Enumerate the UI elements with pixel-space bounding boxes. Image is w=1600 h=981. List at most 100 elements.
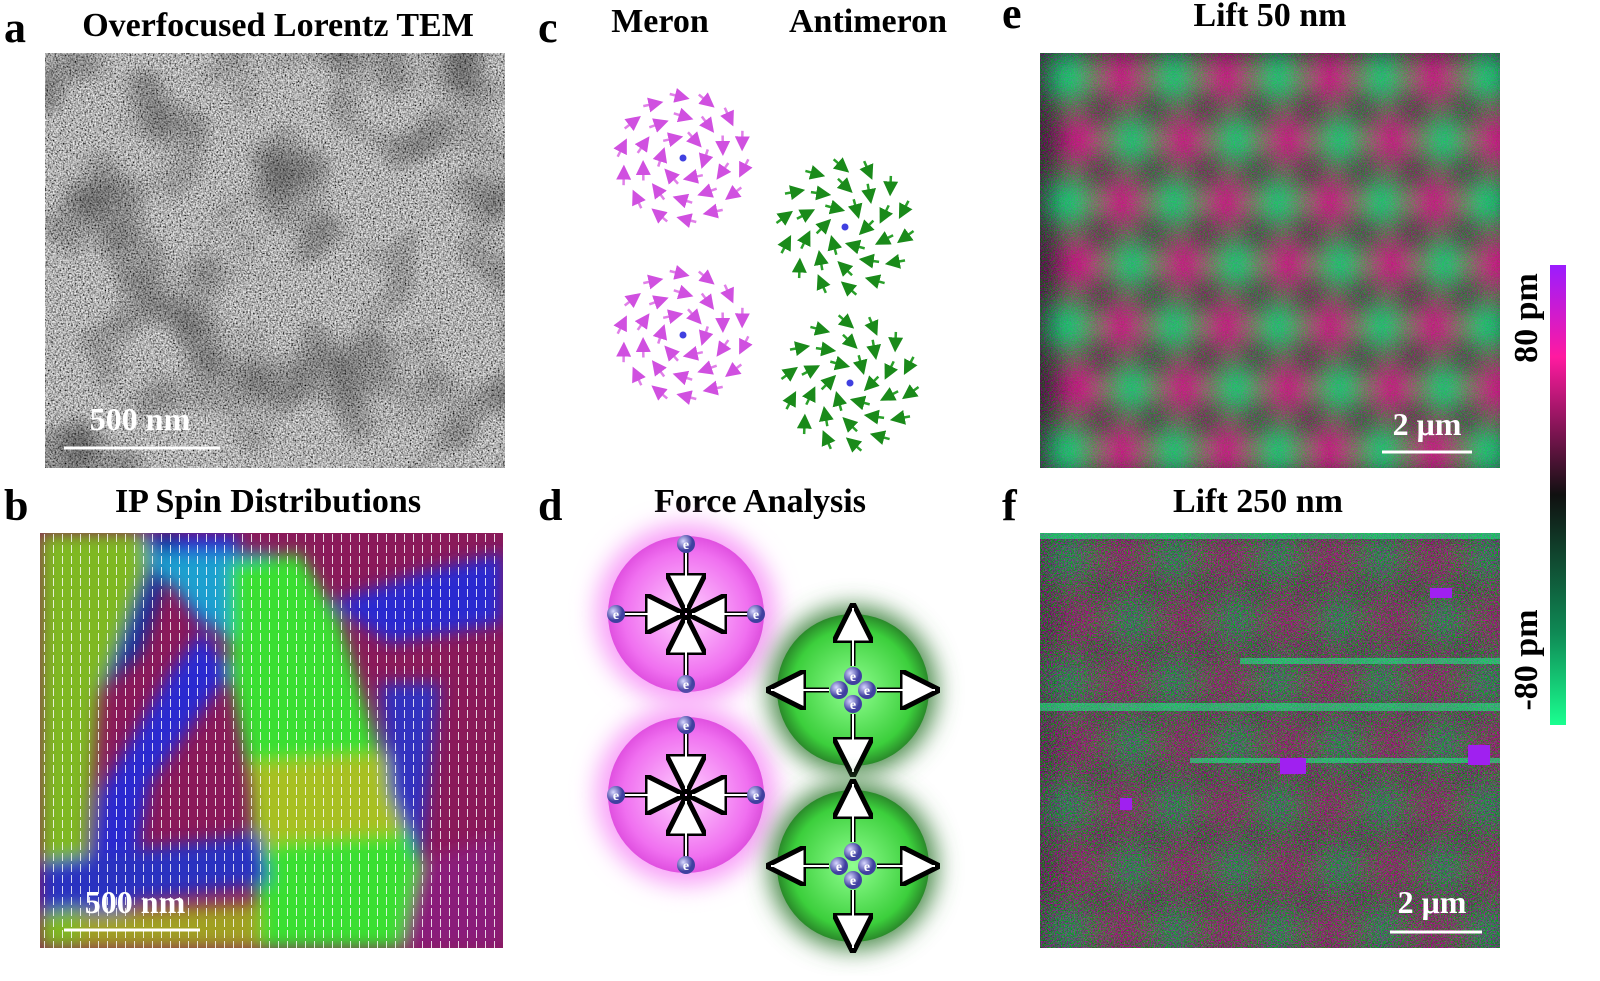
- domain: [1370, 594, 1414, 646]
- domain: [1110, 594, 1154, 646]
- colorbar-min: -80 pm: [1508, 609, 1545, 710]
- domain: [1100, 904, 1144, 956]
- colorbar: [1550, 265, 1566, 725]
- spin-arrow: [718, 340, 728, 355]
- spin-arrow: [653, 387, 667, 398]
- domain: [1464, 300, 1508, 352]
- domain: [1100, 52, 1144, 104]
- electron-label: e: [613, 608, 619, 623]
- spin-arrow: [670, 94, 687, 98]
- domain: [1422, 594, 1466, 646]
- electron-label: e: [683, 859, 689, 874]
- spin-arrow: [864, 161, 871, 178]
- domain: [1214, 114, 1258, 166]
- domain: [1048, 176, 1092, 228]
- electron-label: e: [850, 698, 856, 713]
- spin-arrow: [844, 419, 857, 432]
- spin-arrow: [892, 416, 910, 419]
- spin-arrow: [839, 263, 852, 276]
- domain: [1318, 114, 1362, 166]
- domain: [1152, 424, 1196, 476]
- spin-arrow: [618, 141, 626, 157]
- panel-letter: a: [4, 3, 26, 52]
- domain: [1110, 114, 1154, 166]
- spin-arrow: [649, 121, 666, 127]
- domain: [1204, 176, 1248, 228]
- spin-arrow: [674, 290, 691, 295]
- spin-arrow: [670, 271, 687, 275]
- spin-arrow: [830, 362, 847, 367]
- domain: [1412, 532, 1456, 584]
- spin-arrow: [822, 377, 835, 390]
- spin-arrow: [663, 137, 681, 141]
- domain: [1360, 300, 1404, 352]
- spin-arrow: [699, 95, 713, 106]
- meron-label: Meron: [611, 3, 709, 40]
- spin-arrow: [819, 252, 822, 270]
- spin-arrow: [740, 159, 748, 175]
- electron-label: e: [850, 846, 856, 861]
- spin-arrow: [847, 244, 864, 249]
- domain: [1256, 904, 1300, 956]
- domain: [1370, 114, 1414, 166]
- spin-arrow: [867, 278, 884, 283]
- spin-arrow: [810, 327, 827, 332]
- spin-arrow: [625, 117, 639, 128]
- spin-arrow: [799, 260, 800, 278]
- domain: [1412, 176, 1456, 228]
- spin-arrow: [725, 108, 733, 124]
- domain: [1048, 532, 1092, 584]
- electron-label: e: [864, 860, 870, 875]
- domain: [1204, 780, 1248, 832]
- electron-label: e: [850, 874, 856, 889]
- spin-arrow: [882, 391, 898, 399]
- domain: [1256, 300, 1300, 352]
- spin-arrow: [843, 335, 856, 348]
- domain: [1048, 904, 1092, 956]
- domain: [1256, 176, 1300, 228]
- electron-label: e: [850, 670, 856, 685]
- domain: [1214, 362, 1258, 414]
- spin-arrow: [634, 369, 642, 385]
- spin-arrow: [700, 189, 717, 195]
- meron-diagram: [618, 94, 919, 451]
- domain: [1110, 718, 1154, 770]
- spin-arrow: [618, 318, 626, 334]
- spin-arrow: [804, 416, 805, 434]
- spin-arrow: [702, 116, 713, 130]
- domain: [1152, 176, 1196, 228]
- scale-label: 500 nm: [85, 884, 186, 920]
- electron-label: e: [683, 678, 689, 693]
- spin-arrow: [866, 415, 884, 418]
- domain: [1048, 300, 1092, 352]
- spin-arrow: [819, 276, 826, 293]
- panel-title: Overfocused Lorentz TEM: [82, 7, 474, 44]
- spin-arrow: [881, 205, 889, 221]
- domain: [1214, 238, 1258, 290]
- spin-arrow: [674, 113, 691, 118]
- domain: [1204, 532, 1248, 584]
- domain: [1308, 532, 1352, 584]
- domain: [1152, 532, 1196, 584]
- spin-arrow: [649, 298, 666, 304]
- domain: [1204, 424, 1248, 476]
- panel-letter: e: [1002, 0, 1022, 38]
- spin-arrow: [782, 237, 790, 253]
- spin-arrow: [675, 197, 692, 202]
- domain: [1058, 362, 1102, 414]
- domain: [1474, 362, 1518, 414]
- spin-arrow: [663, 314, 681, 318]
- spin-arrow: [776, 212, 790, 223]
- spin-arrow: [658, 149, 664, 166]
- spin-arrow: [905, 357, 913, 373]
- domain: [1360, 780, 1404, 832]
- spin-arrow: [843, 283, 857, 295]
- panel-title: Lift 250 nm: [1173, 483, 1343, 520]
- domain: [1318, 842, 1362, 894]
- spin-arrow: [700, 366, 717, 372]
- domain: [1048, 780, 1092, 832]
- spin-arrow: [634, 192, 642, 208]
- domain: [1110, 238, 1154, 290]
- spin-arrow: [900, 201, 908, 217]
- domain: [1370, 238, 1414, 290]
